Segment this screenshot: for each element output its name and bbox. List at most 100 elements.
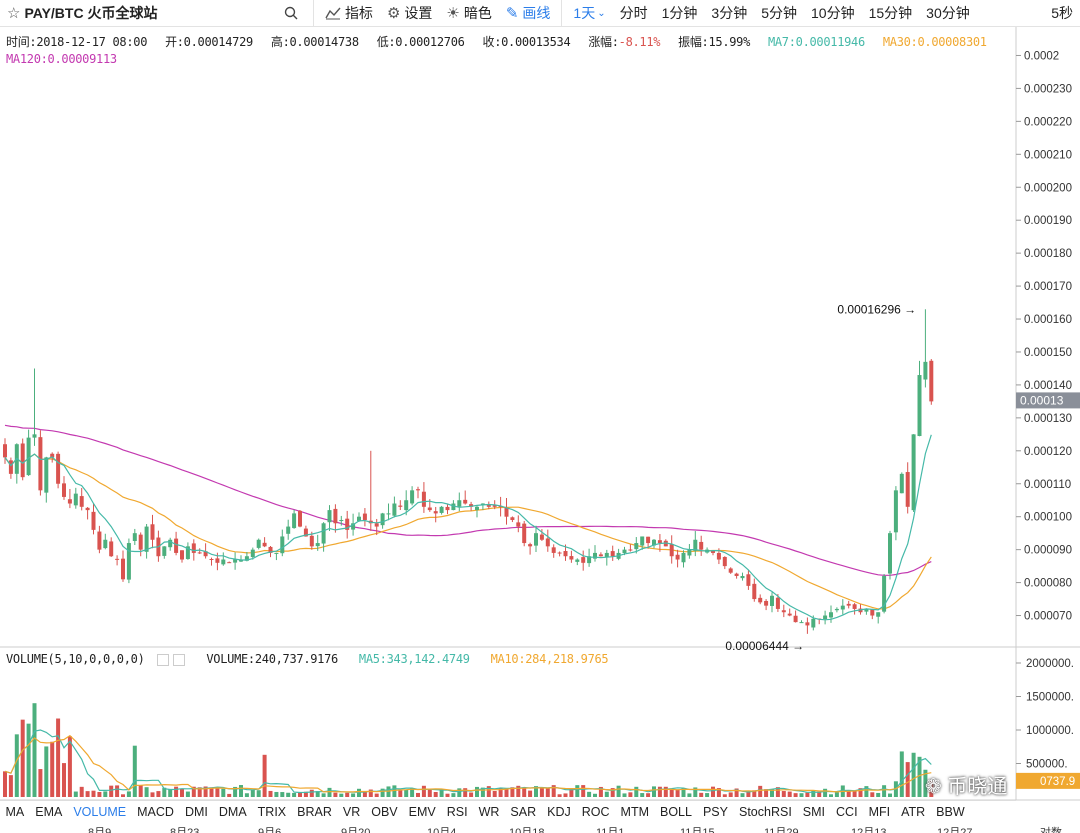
volume-bar (758, 785, 763, 797)
indicator-tab-kdj[interactable]: KDJ (547, 805, 571, 819)
settings-button[interactable]: ⚙ 设置 (380, 0, 439, 26)
volume-bar (882, 785, 887, 797)
indicator-tab-ma[interactable]: MA (5, 805, 25, 819)
volume-bar (652, 786, 656, 797)
volume-bar (775, 787, 780, 797)
volume-bar (362, 791, 367, 797)
interval-5m[interactable]: 5分钟 (754, 0, 804, 26)
candle (56, 453, 61, 484)
volume-bar (657, 786, 662, 797)
indicator-tab-smi[interactable]: SMI (802, 805, 826, 819)
indicator-tab-trix[interactable]: TRIX (257, 805, 287, 819)
volume-bar (180, 789, 184, 797)
candle (209, 558, 214, 560)
candle (876, 612, 881, 617)
indicator-tab-volume[interactable]: VOLUME (73, 805, 127, 819)
ma120-line (4, 424, 932, 576)
volume-bar (132, 745, 137, 797)
interval-10m[interactable]: 10分钟 (804, 0, 862, 26)
indicator-tab-wr[interactable]: WR (478, 805, 500, 819)
indicator-tab-vr[interactable]: VR (342, 805, 361, 819)
volume-bar (699, 792, 704, 797)
draw-line-button[interactable]: ✎ 画线 (499, 0, 558, 26)
indicator-tab-cci[interactable]: CCI (836, 805, 858, 819)
volume-bar (604, 791, 609, 797)
candle (823, 615, 828, 620)
current-price-tag (1016, 392, 1080, 409)
indicator-tab-mtm[interactable]: MTM (620, 805, 649, 819)
indicator-tab-stochrsi[interactable]: StochRSI (738, 805, 792, 819)
interval-1d[interactable]: 1天 ⌄ (566, 0, 612, 26)
pencil-icon: ✎ (505, 5, 519, 22)
candle (581, 557, 586, 563)
volume-bar (445, 793, 450, 797)
candle (899, 473, 904, 494)
indicator-tab-brar[interactable]: BRAR (297, 805, 332, 819)
candle (274, 552, 279, 554)
interval-timeline[interactable]: 分时 (613, 0, 655, 26)
indicator-tab-boll[interactable]: BOLL (660, 805, 692, 819)
indicator-tab-emv[interactable]: EMV (408, 805, 436, 819)
volume-bar (534, 786, 538, 797)
candlestick-chart[interactable]: 0.00016296 →0.00006444 → 0.00020.0002300… (0, 27, 1080, 827)
candle (492, 505, 497, 507)
candle (109, 541, 114, 557)
indicator-tab-psy[interactable]: PSY (702, 805, 728, 819)
candle (138, 534, 143, 550)
candle (522, 523, 527, 544)
candle (864, 608, 869, 612)
candle (687, 549, 692, 556)
dark-mode-button[interactable]: ☀ 暗色 (439, 0, 498, 26)
indicator-tab-sar[interactable]: SAR (510, 805, 537, 819)
interval-label: 5秒 (1051, 5, 1074, 21)
price-tick-label: 0.000110 (1024, 479, 1071, 491)
indicator-tab-dmi[interactable]: DMI (184, 805, 208, 819)
interval-1m[interactable]: 1分钟 (655, 0, 705, 26)
indicator-tab-atr[interactable]: ATR (901, 805, 926, 819)
sun-icon: ☀ (446, 5, 460, 22)
candle (303, 528, 308, 537)
candle (8, 460, 13, 474)
indicator-tab-obv[interactable]: OBV (371, 805, 398, 819)
ma7-line (4, 434, 932, 621)
candle (298, 510, 302, 527)
indicator-tab-rsi[interactable]: RSI (446, 805, 468, 819)
volume-ma10-path (4, 734, 932, 793)
candle (711, 550, 715, 553)
indicator-tab-dma[interactable]: DMA (218, 805, 247, 819)
volume-bar (386, 786, 391, 797)
interval-3m[interactable]: 3分钟 (704, 0, 754, 26)
interval-15m[interactable]: 15分钟 (862, 0, 920, 26)
volume-bar (138, 785, 143, 797)
search-button[interactable] (277, 0, 309, 26)
volume-bar (333, 792, 338, 797)
indicator-tab-macd[interactable]: MACD (137, 805, 174, 819)
volume-bar (79, 786, 84, 797)
candle (457, 500, 462, 507)
interval-5s[interactable]: 5秒 (1044, 0, 1080, 26)
interval-30m[interactable]: 30分钟 (919, 0, 977, 26)
indicator-tab-mfi[interactable]: MFI (868, 805, 891, 819)
settings-icon[interactable] (157, 653, 170, 666)
candle (622, 549, 627, 554)
volume-bar (593, 793, 597, 797)
indicator-tab-roc[interactable]: ROC (581, 805, 610, 819)
volume-bar (67, 736, 72, 797)
indicator-tabs: MA EMA VOLUME MACD DMI DMA TRIX BRAR VR OBV EMV RSI… (0, 800, 1016, 823)
favorite-symbol[interactable]: ☆ PAY/BTC 火币全球站 (0, 0, 164, 26)
ohlc-legend: 时间:2018-12-17 08:00 开:0.00014729 高:0.000… (6, 33, 998, 50)
volume-bar (705, 793, 710, 797)
volume-current-tag (1016, 772, 1080, 789)
indicator-tab-ema[interactable]: EMA (35, 805, 63, 819)
candle (593, 552, 597, 559)
indicator-tab-bbw[interactable]: BBW (936, 805, 965, 819)
candle (26, 437, 31, 476)
candle (103, 539, 108, 549)
ma30-legend: MA30:0.00008301 (882, 35, 987, 49)
indicators-button[interactable]: 指标 (318, 0, 380, 26)
settings-label: 设置 (404, 5, 433, 21)
volume-bar (404, 789, 409, 797)
candle (799, 622, 804, 624)
close-icon[interactable] (173, 653, 186, 666)
volume-bar (681, 787, 686, 797)
